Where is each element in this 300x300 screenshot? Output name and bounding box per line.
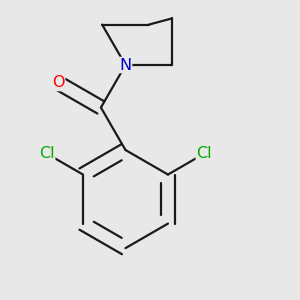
- Text: Cl: Cl: [196, 146, 212, 161]
- Text: Cl: Cl: [39, 146, 55, 161]
- Text: N: N: [119, 58, 131, 73]
- Text: O: O: [52, 76, 65, 91]
